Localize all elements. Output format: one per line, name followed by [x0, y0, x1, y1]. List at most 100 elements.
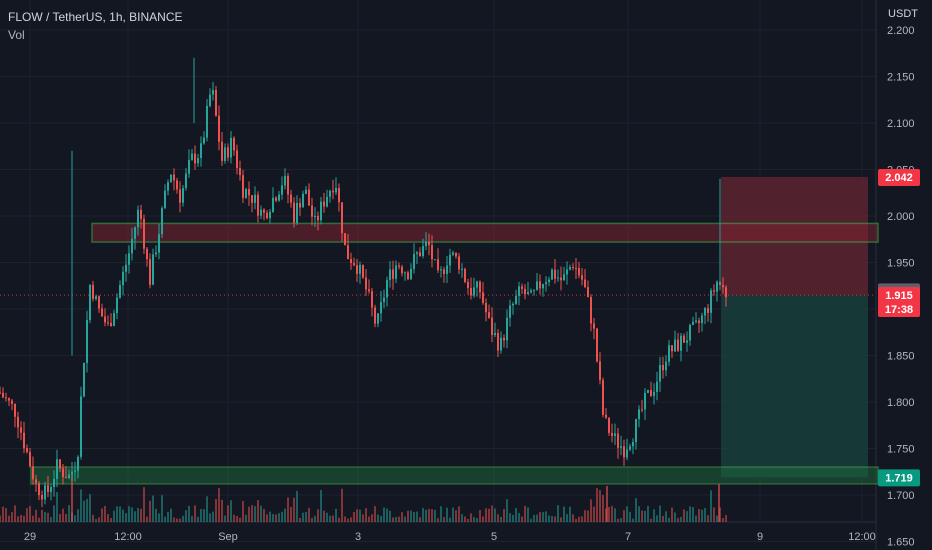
volume-bar — [278, 513, 280, 522]
volume-bar — [452, 507, 454, 522]
volume-bar — [53, 505, 55, 522]
price-badge-countdown: 17:38 — [885, 304, 913, 316]
price-tick-label: 2.000 — [887, 211, 915, 223]
volume-bar — [137, 508, 139, 522]
volume-bar — [83, 500, 85, 522]
candle — [8, 398, 10, 401]
candle — [494, 332, 496, 336]
volume-bar — [227, 505, 229, 522]
candle — [338, 187, 340, 203]
price-tick-label: 1.700 — [887, 490, 915, 502]
candle — [176, 180, 178, 190]
candle — [710, 290, 712, 313]
volume-label[interactable]: Vol — [8, 28, 25, 42]
time-tick-label: 9 — [757, 531, 763, 543]
volume-bar — [143, 487, 145, 522]
volume-bar — [362, 514, 364, 522]
volume-bar — [599, 489, 601, 522]
volume-bar — [305, 512, 307, 522]
volume-bar — [701, 509, 703, 522]
candle — [266, 212, 268, 219]
volume-bar — [2, 506, 4, 522]
time-tick-label: 12:00 — [848, 531, 876, 543]
volume-bar — [545, 511, 547, 522]
volume-bar — [392, 517, 394, 522]
volume-bar — [374, 506, 376, 522]
volume-bar — [698, 509, 700, 522]
volume-bar — [89, 494, 91, 522]
candle — [254, 194, 256, 203]
volume-bar — [428, 508, 430, 522]
candle — [521, 286, 523, 289]
volume-bar — [107, 513, 109, 522]
candle — [290, 194, 292, 203]
price-tick-label: 1.650 — [887, 537, 915, 549]
volume-bar — [422, 507, 424, 522]
volume-bar — [461, 514, 463, 522]
volume-bar — [158, 513, 160, 522]
candle — [491, 317, 493, 336]
volume-bar — [23, 515, 25, 522]
candle — [452, 252, 454, 255]
volume-bar — [20, 515, 22, 522]
volume-bar — [686, 511, 688, 522]
candle — [245, 189, 247, 198]
candle — [440, 269, 442, 271]
candle — [149, 259, 151, 285]
volume-bar — [449, 517, 451, 522]
price-tick-label: 2.150 — [887, 72, 915, 84]
candle — [707, 308, 709, 313]
candle — [23, 432, 25, 449]
candle — [305, 189, 307, 194]
volume-bar — [371, 514, 373, 522]
candle — [659, 365, 661, 382]
volume-bar — [485, 508, 487, 522]
volume-bar — [296, 490, 298, 522]
volume-bar — [623, 510, 625, 522]
candle — [518, 286, 520, 296]
volume-bar — [632, 518, 634, 522]
volume-bar — [365, 508, 367, 522]
candle — [542, 284, 544, 289]
candle — [701, 315, 703, 324]
volume-bar — [710, 490, 712, 522]
volume-bar — [656, 515, 658, 522]
symbol-label[interactable]: FLOW / TetherUS, 1h, BINANCE — [8, 10, 183, 24]
candle — [74, 470, 76, 472]
volume-bar — [311, 517, 313, 522]
volume-bar — [104, 505, 106, 522]
candle — [662, 365, 664, 371]
candle — [407, 272, 409, 280]
candle — [653, 391, 655, 396]
volume-bar — [722, 518, 724, 522]
volume-bar — [179, 518, 181, 522]
candle — [353, 263, 355, 266]
candle — [383, 297, 385, 303]
volume-bar — [386, 508, 388, 522]
volume-bar — [626, 506, 628, 522]
candle — [17, 416, 19, 428]
volume-bar — [548, 515, 550, 522]
volume-bar — [689, 506, 691, 522]
candle — [200, 143, 202, 158]
volume-bar — [128, 506, 130, 522]
candle — [281, 185, 283, 195]
volume-bar — [668, 517, 670, 522]
candle — [314, 215, 316, 217]
volume-bar — [533, 514, 535, 522]
volume-bar — [593, 506, 595, 522]
candle — [77, 456, 79, 471]
time-tick-label: 29 — [24, 531, 36, 543]
candle — [194, 153, 196, 164]
volume-bar — [718, 484, 720, 522]
volume-bar — [695, 515, 697, 522]
candle — [557, 277, 559, 279]
candle — [716, 281, 718, 292]
volume-bars — [0, 472, 727, 522]
volume-bar — [0, 515, 1, 522]
candle — [53, 478, 55, 488]
candle — [449, 254, 451, 266]
candle — [131, 238, 133, 254]
